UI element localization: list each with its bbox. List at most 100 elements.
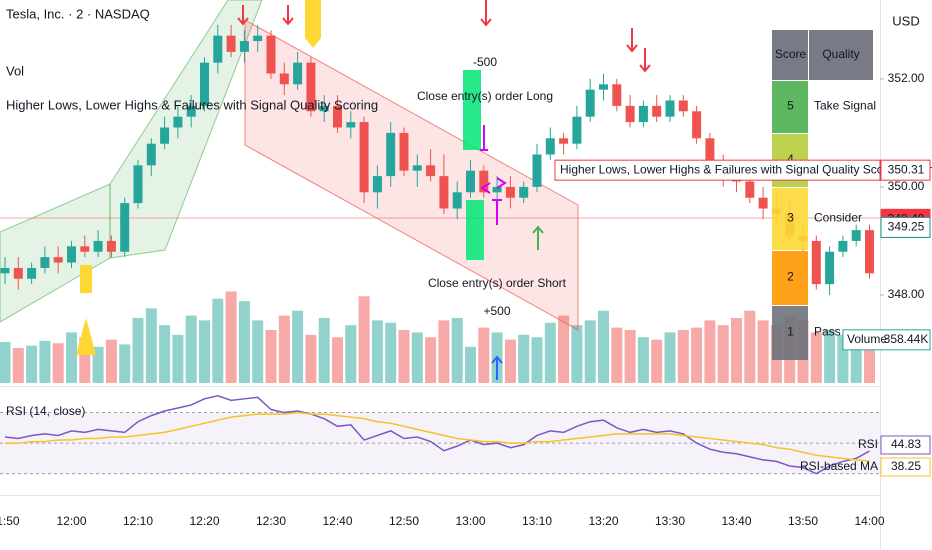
rsi-tag-name: RSI [858,437,878,451]
volume-bar [425,337,437,383]
volume-bar [531,337,543,383]
x-tick-label: 12:30 [256,514,286,528]
indicator-title: Higher Lows, Lower Highs & Failures with… [6,97,378,112]
candle-body [479,170,489,193]
candle-body [106,240,116,252]
volume-bar [451,317,463,383]
trade-label: Close entry(s) order Short [428,276,567,290]
y-tick-label: 350.00 [888,179,925,193]
candle-body [439,176,449,209]
candle-body [625,105,635,123]
volume-bar [837,334,849,383]
x-tick-label: 12:40 [322,514,352,528]
volume-bar [558,315,570,383]
volume-bar [864,339,875,383]
volume-bar [358,296,370,383]
candle-body [93,240,103,252]
volume-bar [571,325,583,383]
rsi-tag-name: RSI-based MA [800,459,878,473]
volume-bar [624,330,636,383]
candle-body [838,240,848,252]
candle-body [239,41,249,52]
candle-body [27,267,37,279]
trade-size: +500 [483,304,510,318]
volume-bar [79,337,91,383]
volume-bar [744,310,756,383]
volume-bar [478,327,490,383]
x-tick-label: 14:00 [854,514,884,528]
volume-bar [731,317,742,383]
candle-body [120,203,130,252]
rsi-layer [0,394,880,475]
candle-body [825,251,835,285]
y-tick-label: 348.00 [888,287,925,301]
candle-body [585,89,595,117]
volume-bar [504,339,516,383]
volume-bar [411,332,423,383]
x-tick-label: 13:40 [721,514,751,528]
candle-body [865,230,874,274]
volume-bar [677,330,689,383]
candle-body [399,132,409,171]
volume-bar [717,325,729,383]
table-header-cell [772,30,808,80]
x-tick-label: 12:10 [123,514,153,528]
volume-bar [0,342,11,383]
volume-bar [345,325,357,383]
candle-body [293,62,303,85]
candle-body [67,246,76,263]
candle-body [359,122,369,193]
rsi-tag-value: 44.83 [891,437,921,451]
candle-body [665,100,675,117]
currency-box [882,6,930,38]
candle-body [146,143,156,166]
candle-body [851,230,861,241]
volume-bar [651,339,663,383]
candle-body [13,267,23,279]
volume-bar [465,346,476,383]
volume-bar [132,317,144,383]
candle-body [133,165,143,204]
candle-body [545,138,555,155]
candle-body [279,73,289,85]
candle-body [638,105,648,123]
volume-bar [318,317,330,383]
volume-bar [225,291,237,383]
rsi-tag [880,457,931,477]
candle-body [412,165,422,171]
quality: Consider [814,211,862,225]
candle-body [200,62,209,106]
volume-bar [611,327,623,383]
rsi-line [5,411,870,462]
volume-bar [398,330,410,383]
score-cell [772,306,808,360]
candle-body [333,105,342,128]
volume-bar [278,315,290,383]
pane-separator [0,495,880,496]
volume-bar [212,298,224,383]
price-tag-label: 350.31 [888,162,925,176]
volume-bar [185,315,197,383]
volume-bar [332,337,343,383]
volume-bar [664,332,676,383]
candle-body [0,267,10,274]
y-tick-label: 352.00 [888,71,925,85]
x-tick-label: 13:10 [522,514,552,528]
candle-body [186,105,196,117]
x-tick-label: 12:00 [56,514,86,528]
volume-bar [92,346,104,383]
axis-border [880,0,881,550]
indicator-title: RSI (14, close) [6,404,85,418]
candle-body [652,105,662,117]
volume-bar [518,334,530,383]
candle-body [80,246,90,252]
indicator-title: Vol [6,63,24,78]
quality: Take Signal [814,99,876,113]
volume-bar [637,337,649,383]
volume-bar [757,320,769,383]
score: 3 [787,211,794,225]
volume-bar [704,320,716,383]
candle-body [53,257,63,263]
volume-bar [159,325,171,383]
score-table: Score Quality 5 Take Signal 4 3 Consider 2 1 Pass [772,30,876,360]
